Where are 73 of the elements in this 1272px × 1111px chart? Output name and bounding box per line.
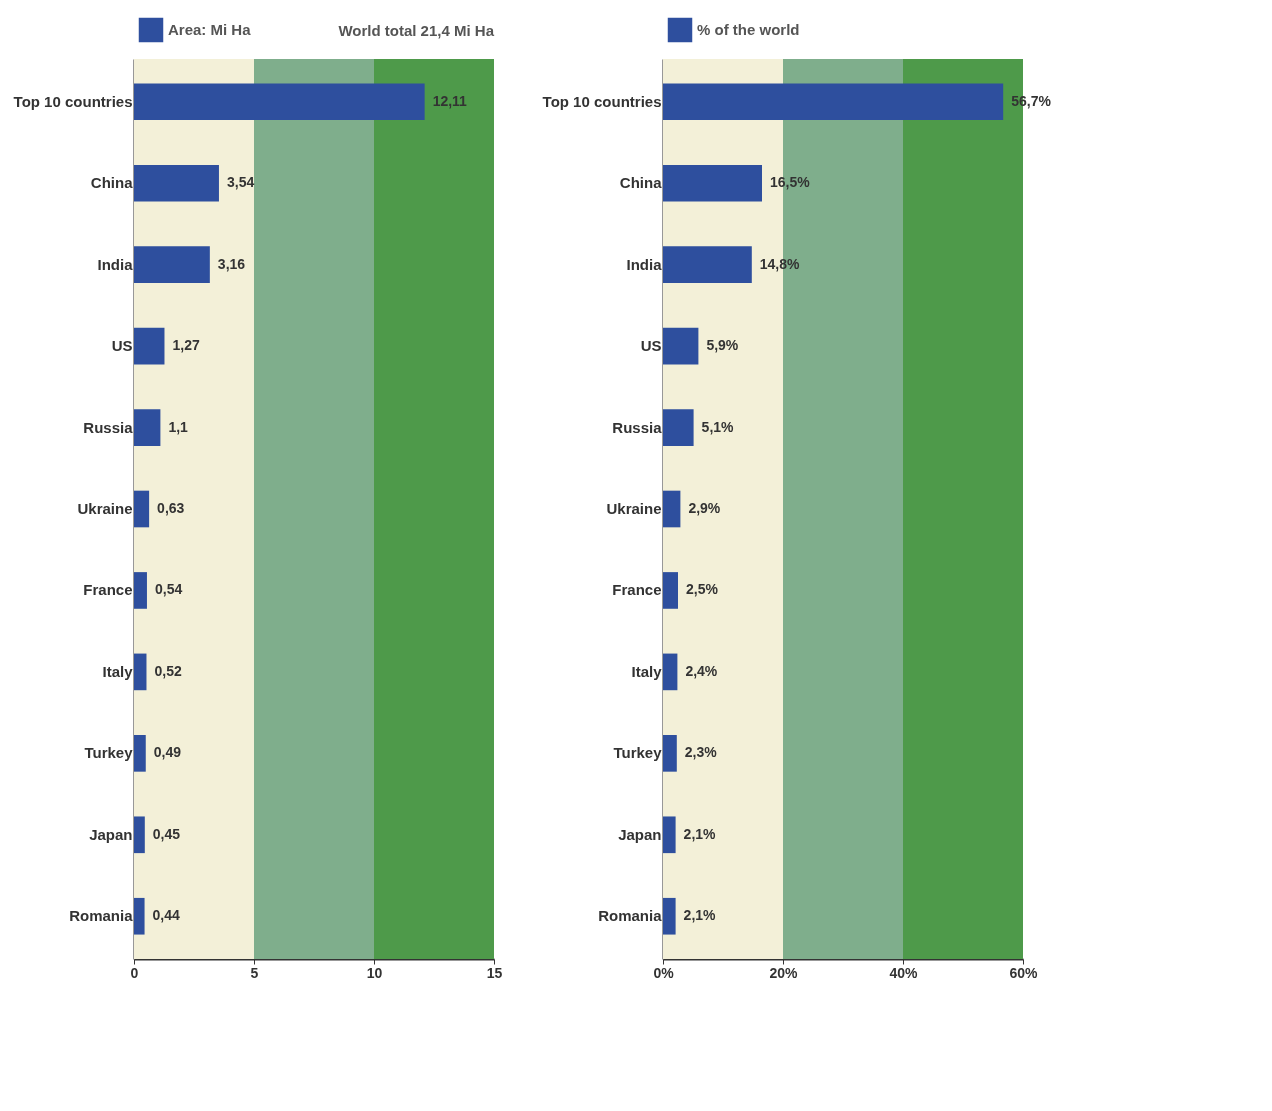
y-tick-label: US xyxy=(111,337,133,355)
y-tick-label: Russia xyxy=(612,418,663,436)
data-label: 0,45 xyxy=(152,825,181,842)
data-label: 0,54 xyxy=(154,581,183,598)
y-tick-label: Ukraine xyxy=(606,500,662,517)
bar xyxy=(663,164,762,202)
bar xyxy=(663,409,694,446)
bar xyxy=(663,735,677,772)
bar xyxy=(663,83,1004,121)
bar xyxy=(134,735,146,772)
y-tick-label: Turkey xyxy=(84,744,134,762)
bar xyxy=(663,490,681,528)
data-label: 5,1% xyxy=(701,418,735,435)
y-tick-label: Italy xyxy=(631,662,663,680)
x-tick-label: 60% xyxy=(1009,964,1039,981)
data-label: 3,16 xyxy=(217,255,246,272)
y-tick-label: Japan xyxy=(618,825,662,843)
data-label: 2,3% xyxy=(684,744,718,761)
bar xyxy=(134,409,161,446)
y-tick-label: Top 10 countries xyxy=(542,92,662,110)
data-label: 0,49 xyxy=(153,744,182,761)
data-label: 2,1% xyxy=(683,825,717,842)
bar xyxy=(134,816,145,854)
bar xyxy=(663,327,699,365)
data-label: 2,9% xyxy=(688,500,721,516)
bar xyxy=(663,897,676,935)
data-label: 0,63 xyxy=(157,500,185,516)
bar xyxy=(663,653,678,691)
y-tick-label: China xyxy=(90,174,134,192)
text: World total 21,4 Mi Ha xyxy=(338,22,495,39)
y-tick-label: India xyxy=(97,255,134,273)
x-tick-label: 0% xyxy=(653,964,675,981)
legend-label: % of the world xyxy=(697,21,800,38)
data-label: 2,5% xyxy=(686,581,719,598)
y-tick-label: China xyxy=(619,174,663,192)
data-label: 2,4% xyxy=(685,662,718,679)
y-tick-label: Italy xyxy=(102,662,134,680)
bar xyxy=(134,164,219,202)
x-tick-label: 0 xyxy=(130,964,139,981)
y-tick-label: US xyxy=(640,337,662,355)
data-label: 5,9% xyxy=(706,337,739,354)
y-tick-label: Top 10 countries xyxy=(13,92,133,110)
x-tick-label: 5 xyxy=(250,964,259,981)
data-label: 12,11 xyxy=(432,92,468,109)
y-tick-label: Japan xyxy=(89,825,133,843)
bar xyxy=(134,246,210,283)
x-tick-label: 20% xyxy=(769,964,799,981)
data-label: 0,52 xyxy=(154,662,182,679)
data-label: 0,44 xyxy=(152,907,181,924)
y-tick-label: Turkey xyxy=(613,744,663,762)
bar xyxy=(134,327,165,365)
bar xyxy=(663,572,678,609)
bar xyxy=(134,572,147,609)
x-tick-label: 10 xyxy=(366,964,383,981)
data-label: 2,1% xyxy=(683,907,717,924)
y-tick-label: Ukraine xyxy=(77,500,133,517)
bar xyxy=(134,83,425,121)
bar xyxy=(134,653,147,691)
y-tick-label: France xyxy=(612,581,662,599)
bar xyxy=(663,246,752,283)
data-label: 1,27 xyxy=(172,337,200,354)
data-label: 1,1 xyxy=(168,418,189,435)
y-tick-label: Russia xyxy=(83,418,134,436)
y-tick-label: Romania xyxy=(598,907,663,925)
y-tick-label: Romania xyxy=(69,907,134,925)
bar xyxy=(134,490,150,528)
bar xyxy=(663,816,676,854)
bar xyxy=(134,897,145,935)
x-tick-label: 40% xyxy=(889,964,919,981)
y-tick-label: France xyxy=(83,581,133,599)
y-tick-label: India xyxy=(626,255,663,273)
x-tick-label: 15 xyxy=(486,964,503,981)
legend-label: Area: Mi Ha xyxy=(168,21,252,38)
